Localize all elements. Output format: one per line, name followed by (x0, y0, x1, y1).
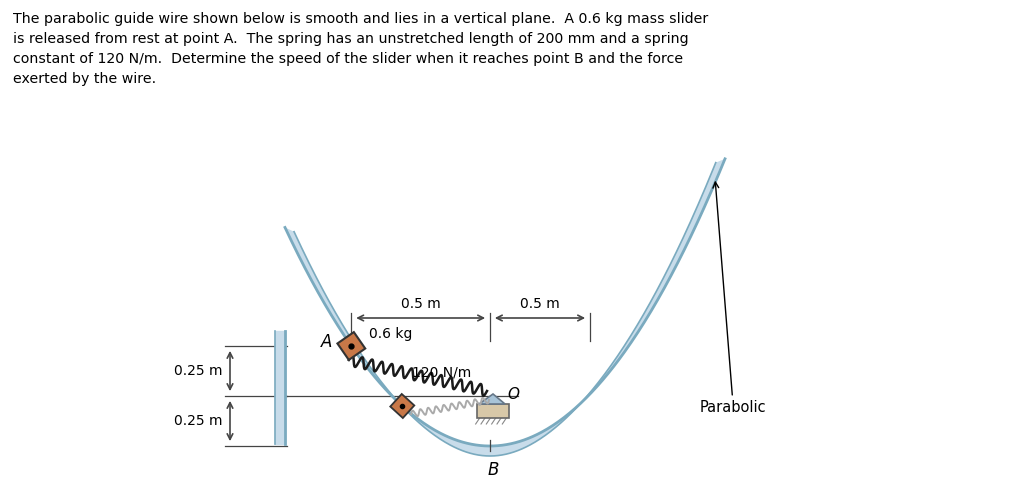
Text: $O$: $O$ (507, 386, 520, 402)
Text: 0.25 m: 0.25 m (173, 364, 222, 378)
Polygon shape (479, 394, 505, 404)
Text: 0.5 m: 0.5 m (520, 297, 560, 311)
Polygon shape (285, 159, 725, 456)
Text: 0.5 m: 0.5 m (400, 297, 440, 311)
Text: 0.6 kg: 0.6 kg (370, 327, 413, 341)
Text: $B$: $B$ (486, 461, 499, 479)
Text: Parabolic: Parabolic (700, 182, 767, 415)
Polygon shape (338, 332, 366, 360)
Text: The parabolic guide wire shown below is smooth and lies in a vertical plane.  A : The parabolic guide wire shown below is … (13, 12, 709, 86)
Text: 0.25 m: 0.25 m (173, 414, 222, 428)
Text: 120 N/m: 120 N/m (412, 366, 471, 380)
Polygon shape (390, 394, 415, 418)
Text: $A$: $A$ (321, 333, 334, 351)
Bar (477, 404, 509, 418)
